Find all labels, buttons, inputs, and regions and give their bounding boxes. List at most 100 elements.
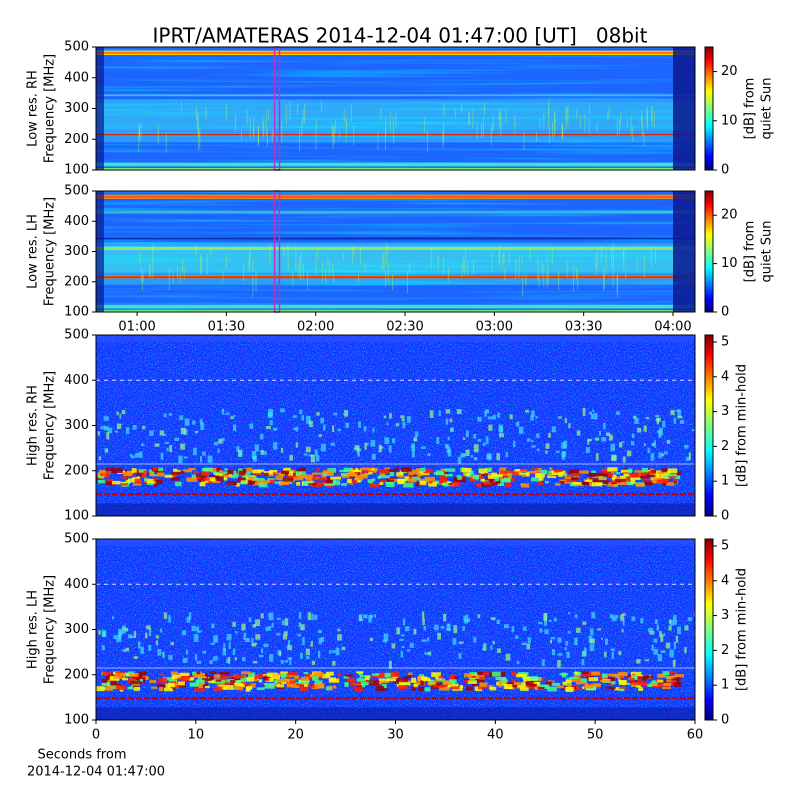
burst <box>656 474 660 478</box>
speck <box>691 428 695 432</box>
speck <box>289 454 294 461</box>
burst <box>454 676 459 680</box>
streak <box>149 265 151 278</box>
speck <box>545 443 550 449</box>
streak <box>597 251 599 268</box>
burst <box>282 478 294 482</box>
streak <box>206 253 208 275</box>
speck <box>280 447 284 453</box>
streak <box>334 119 336 134</box>
streak <box>589 104 591 115</box>
speck <box>606 432 611 436</box>
burst <box>254 675 262 679</box>
burst <box>359 467 370 471</box>
burst <box>642 675 654 679</box>
streak <box>225 253 227 269</box>
streak <box>377 132 379 151</box>
burst <box>429 679 434 685</box>
burst <box>219 685 226 690</box>
streak <box>248 259 250 272</box>
burst <box>269 479 275 484</box>
burst <box>556 685 565 689</box>
speck <box>605 638 608 645</box>
speck <box>509 414 513 420</box>
burst <box>247 480 252 485</box>
speck <box>593 413 598 420</box>
burst <box>223 685 234 690</box>
burst <box>566 677 573 681</box>
burst <box>571 472 582 476</box>
speck <box>337 628 341 632</box>
streak <box>200 253 202 274</box>
speck <box>601 437 607 442</box>
burst <box>321 474 327 479</box>
speck <box>307 612 312 621</box>
burst <box>495 481 500 484</box>
streak <box>595 263 597 275</box>
speck <box>316 412 320 416</box>
speck <box>133 656 138 659</box>
speck <box>565 640 569 646</box>
burst <box>130 680 142 685</box>
burst <box>599 679 610 682</box>
burst <box>538 686 545 690</box>
burst <box>588 677 599 682</box>
streak <box>498 248 500 267</box>
streak <box>138 123 140 136</box>
speck <box>595 453 599 461</box>
burst <box>607 467 618 472</box>
burst <box>153 467 158 471</box>
speck <box>125 647 130 652</box>
burst <box>403 479 407 483</box>
speck <box>162 652 165 658</box>
speck <box>232 648 236 655</box>
speck <box>297 633 301 637</box>
burst <box>526 680 534 686</box>
burst <box>281 678 289 683</box>
burst <box>179 471 185 474</box>
streak <box>468 111 470 126</box>
speck <box>140 646 144 655</box>
speck <box>406 416 411 423</box>
speck <box>589 628 594 636</box>
streak <box>140 122 142 141</box>
burst <box>128 672 139 677</box>
streak <box>302 264 304 279</box>
burst <box>226 481 237 486</box>
y-axis-label: Low res. RH <box>26 70 41 147</box>
burst <box>285 472 289 476</box>
burst <box>512 678 516 684</box>
burst <box>201 468 211 472</box>
burst <box>375 686 385 691</box>
x-tick-label: 01:30 <box>208 320 245 335</box>
burst <box>189 682 199 687</box>
speck <box>337 428 341 432</box>
streak <box>287 243 289 262</box>
burst <box>339 469 348 472</box>
streak <box>385 114 387 136</box>
streak <box>331 262 333 273</box>
speck <box>457 456 462 465</box>
speck <box>146 625 151 630</box>
speck <box>446 623 451 631</box>
speck <box>421 639 427 642</box>
burst <box>630 671 642 677</box>
burst <box>404 476 410 481</box>
speck <box>202 650 206 654</box>
streak <box>443 256 445 275</box>
streak <box>647 111 649 130</box>
burst <box>611 681 616 685</box>
colorbar-label: [dB] from min-hold <box>735 568 750 691</box>
streak <box>283 247 285 258</box>
burst <box>553 469 563 473</box>
streak <box>539 118 541 128</box>
speck <box>116 423 122 429</box>
burst <box>328 678 340 683</box>
burst <box>246 686 253 690</box>
speck <box>395 423 400 427</box>
speck <box>265 626 271 631</box>
noise <box>96 191 695 312</box>
burst <box>431 672 441 678</box>
speck <box>544 629 549 635</box>
burst <box>526 470 536 474</box>
